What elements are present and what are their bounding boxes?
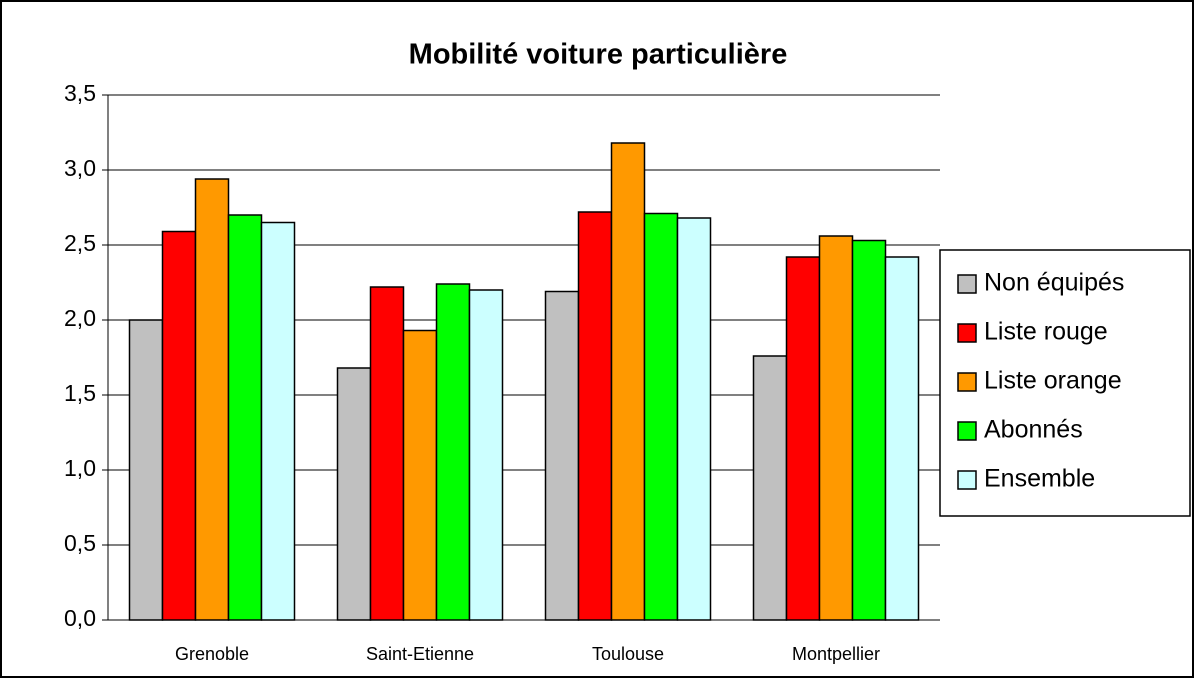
bar bbox=[336, 367, 372, 621]
bar bbox=[610, 142, 646, 621]
bar bbox=[194, 178, 230, 621]
y-tick-label: 1,0 bbox=[64, 455, 96, 481]
bar bbox=[785, 256, 821, 621]
bar bbox=[161, 230, 197, 621]
bar bbox=[676, 217, 712, 621]
legend-box bbox=[939, 249, 1191, 517]
x-tick-label: Toulouse bbox=[592, 644, 664, 664]
legend-swatch bbox=[957, 421, 977, 441]
y-tick-label: 3,5 bbox=[64, 80, 96, 106]
bar bbox=[128, 319, 164, 621]
legend-label: Abonnés bbox=[984, 416, 1083, 444]
x-tick-label: Saint-Etienne bbox=[366, 644, 474, 664]
y-tick-label: 2,0 bbox=[64, 305, 96, 331]
bar bbox=[227, 214, 263, 621]
chart-title: Mobilité voiture particulière bbox=[409, 39, 788, 71]
bar bbox=[752, 355, 788, 621]
y-tick-label: 1,5 bbox=[64, 380, 96, 406]
bar bbox=[643, 212, 679, 621]
bar bbox=[884, 256, 920, 621]
bar bbox=[369, 286, 405, 621]
legend-swatch bbox=[957, 470, 977, 490]
y-tick-label: 0,5 bbox=[64, 530, 96, 556]
bar bbox=[435, 283, 471, 621]
bar bbox=[468, 289, 504, 621]
x-tick-label: Montpellier bbox=[792, 644, 880, 664]
y-tick-label: 2,5 bbox=[64, 230, 96, 256]
legend-label: Liste orange bbox=[984, 367, 1122, 395]
bar bbox=[818, 235, 854, 621]
bar bbox=[402, 329, 438, 621]
legend-swatch bbox=[957, 274, 977, 294]
y-tick-label: 3,0 bbox=[64, 155, 96, 181]
bar bbox=[577, 211, 613, 621]
bar bbox=[851, 239, 887, 621]
x-tick-label: Grenoble bbox=[175, 644, 249, 664]
bar bbox=[544, 290, 580, 621]
legend-swatch bbox=[957, 323, 977, 343]
y-tick-label: 0,0 bbox=[64, 605, 96, 631]
legend-swatch bbox=[957, 372, 977, 392]
legend-label: Liste rouge bbox=[984, 318, 1108, 346]
bar bbox=[260, 221, 296, 621]
legend-label: Ensemble bbox=[984, 465, 1095, 493]
legend-label: Non équipés bbox=[984, 269, 1124, 297]
